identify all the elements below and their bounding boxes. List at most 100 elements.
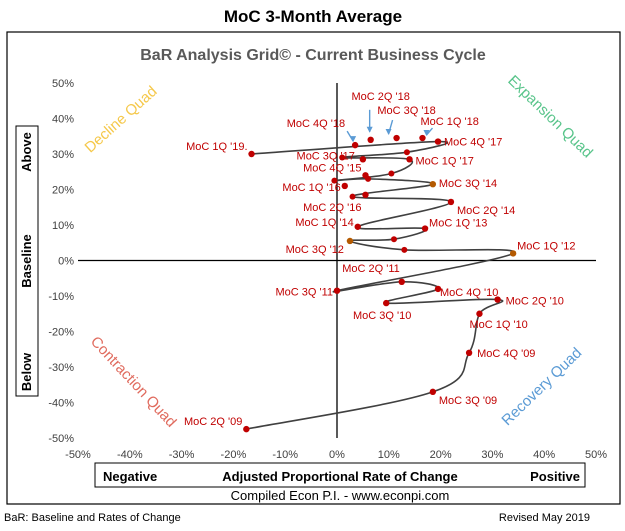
data-point [429, 388, 437, 396]
data-point [339, 154, 346, 161]
data-point [388, 170, 395, 177]
data-point [403, 149, 410, 156]
y-tick-label: 30% [52, 149, 74, 161]
data-label: MoC 2Q '14 [457, 205, 515, 217]
data-label: MoC 2Q '10 [506, 296, 564, 308]
data-label: MoC 3Q '11 [275, 287, 333, 299]
x-tick-label: 10% [378, 449, 400, 461]
main-title: MoC 3-Month Average [224, 7, 402, 26]
x-tick-label: 40% [533, 449, 555, 461]
data-label: MoC 1Q '16 [282, 182, 340, 194]
data-label: MoC 1Q '14 [295, 217, 353, 229]
x-label-positive: Positive [530, 469, 580, 484]
label-arrowhead [423, 130, 430, 137]
y-tick-label: -30% [48, 362, 74, 374]
data-point [243, 425, 250, 433]
footer-right: Revised May 2019 [499, 512, 590, 524]
data-label: MoC 1Q '19. [186, 141, 247, 153]
x-tick-label: 30% [481, 449, 503, 461]
data-point [362, 191, 369, 199]
data-label: MoC 3Q '10 [353, 310, 411, 322]
data-point [421, 225, 429, 232]
footer-left: BaR: Baseline and Rates of Change [4, 512, 181, 524]
data-point [349, 193, 356, 200]
data-point [354, 223, 361, 230]
data-point [465, 349, 473, 356]
data-label: MoC 1Q '13 [429, 218, 487, 230]
data-label: MoC 3Q '18 [377, 105, 435, 117]
data-label: MoC 4Q '18 [287, 118, 345, 130]
label-arrowhead [366, 126, 373, 133]
data-point [390, 236, 397, 243]
x-tick-label: -50% [65, 449, 91, 461]
data-point [406, 156, 413, 163]
y-tick-label: -40% [48, 398, 74, 410]
data-point [341, 182, 348, 190]
y-label-below: Below [19, 352, 34, 391]
data-label: MoC 4Q '15 [303, 162, 361, 174]
data-label: MoC 2Q '11 [342, 263, 400, 275]
data-point [419, 134, 426, 142]
data-label: MoC 1Q '18 [420, 116, 478, 128]
y-label-box [15, 125, 39, 397]
data-label: MoC 2Q '16 [303, 202, 361, 214]
data-label: MoC 3Q '17 [297, 150, 355, 162]
data-point [429, 180, 437, 188]
data-point [476, 310, 483, 317]
label-arrowhead [350, 136, 357, 143]
data-label: MoC 3Q '12 [286, 244, 344, 256]
x-tick-label: 20% [430, 449, 452, 461]
data-label: MoC 4Q '10 [440, 287, 498, 299]
data-point [346, 237, 354, 245]
data-point [398, 278, 405, 285]
data-point [401, 246, 408, 253]
data-point [351, 141, 359, 149]
data-label: MoC 2Q '18 [351, 91, 409, 103]
data-point [248, 150, 255, 158]
data-point [359, 156, 367, 163]
plot-area: -50% -40% -30% -20% -10% 0% 10% 20% 30% 40% 50% 50%… [48, 78, 607, 461]
data-point [494, 296, 501, 303]
y-tick-label: -10% [48, 291, 74, 303]
data-label: MoC 3Q '14 [439, 178, 497, 190]
y-axis-title: Baseline [19, 234, 34, 287]
x-axis-title: Adjusted Proportional Rate of Change [222, 469, 457, 484]
y-tick-label: 0% [58, 256, 74, 268]
y-label-above: Above [19, 132, 34, 172]
chart-frame [6, 31, 621, 505]
data-point [367, 136, 374, 143]
data-label: MoC 1Q '17 [416, 155, 474, 167]
x-tick-label: -30% [169, 449, 195, 461]
data-point [393, 134, 400, 142]
compiled-credit: Compiled Econ P.I. - www.econpi.com [231, 488, 450, 503]
y-tick-label: -20% [48, 327, 74, 339]
data-label: MoC 1Q '12 [517, 240, 575, 252]
data-point [331, 177, 338, 184]
x-tick-label: -10% [272, 449, 298, 461]
data-point [509, 250, 517, 257]
data-label: MoC 4Q '17 [444, 137, 502, 149]
data-point [434, 285, 442, 293]
y-tick-label: -50% [48, 433, 74, 445]
data-label: MoC 4Q '09 [477, 348, 535, 360]
data-point [333, 287, 341, 294]
x-tick-label: 0% [329, 449, 345, 461]
data-label: MoC 1Q '10 [469, 319, 527, 331]
y-tick-label: 50% [52, 78, 74, 90]
y-tick-label: 10% [52, 220, 74, 232]
data-label: MoC 2Q '09 [184, 416, 242, 428]
x-tick-label: -40% [117, 449, 143, 461]
data-point [362, 172, 369, 179]
data-point [434, 138, 442, 145]
x-label-negative: Negative [103, 469, 157, 484]
label-arrowhead [385, 129, 392, 136]
data-point [447, 198, 455, 206]
data-label: MoC 3Q '09 [439, 395, 497, 407]
chart-title: BaR Analysis Grid© - Current Business Cy… [140, 47, 486, 64]
y-tick-label: 20% [52, 185, 74, 197]
x-label-box [94, 462, 586, 488]
x-tick-label: 50% [585, 449, 607, 461]
y-tick-label: 40% [52, 114, 74, 126]
